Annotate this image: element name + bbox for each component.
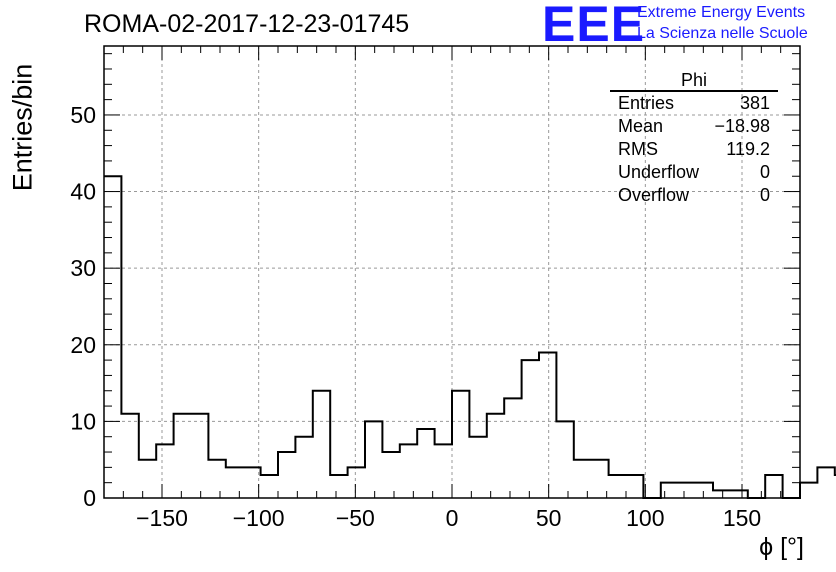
stats-label: Mean [618,116,664,136]
histogram-bin [730,490,747,498]
histogram-bin [626,475,643,498]
stats-title: Phi [610,70,778,92]
histogram-bin [591,460,608,498]
stats-label: Overflow [618,185,690,205]
y-tick-label: 40 [70,179,96,205]
histogram-bin [261,475,278,498]
stats-row-overflow: Overflow 0 [610,184,778,207]
y-tick-label: 10 [70,408,96,434]
histogram-bin [382,452,399,498]
histogram-bin [121,414,138,498]
histogram-bin [452,391,469,498]
histogram-bin [817,467,834,498]
histogram-bin [504,398,521,498]
histogram-bin [435,444,452,498]
y-tick-label: 50 [70,102,96,128]
histogram-bin [487,414,504,498]
histogram-bin [678,483,695,498]
stats-row-underflow: Underflow 0 [610,161,778,184]
histogram-bin [295,437,312,498]
stats-label: RMS [618,139,658,159]
x-tick-label: −50 [336,505,375,531]
histogram-bin [365,421,382,498]
x-tick-label: −150 [136,505,188,531]
histogram-bin [156,444,173,498]
logo-line-1: Extreme Energy Events [637,4,806,21]
stats-row-entries: Entries 381 [610,92,778,115]
histogram-bin [713,490,730,498]
stats-box: Phi Entries 381 Mean −18.98 RMS 119.2 Un… [610,70,778,207]
histogram-bars [104,175,836,499]
histogram-bin [330,475,347,498]
histogram-bin [556,421,573,498]
histogram-bin [661,483,678,498]
histogram-bin [174,414,191,498]
histogram-bin [139,460,156,498]
histogram-bin [104,176,121,498]
histogram-bin [574,460,591,498]
stats-value: 0 [759,185,770,205]
x-tick-label: 0 [446,505,459,531]
x-tick-label: 50 [536,505,562,531]
histogram-bin [191,414,208,498]
y-tick-label: 20 [70,332,96,358]
histogram-bin [278,452,295,498]
logo-line-2: La Scienza nelle Scuole [637,25,808,42]
histogram-bin [609,475,626,498]
stats-label: Entries [618,93,675,113]
y-tick-label: 0 [83,485,96,511]
x-tick-label: 100 [626,505,664,531]
histogram-bin [243,467,260,498]
histogram-bin [522,360,539,498]
stats-value: 119.2 [726,139,770,159]
histogram-bin [800,483,817,498]
x-axis-label: ϕ [°] [759,533,804,561]
eee-logo: EEE [542,0,646,52]
y-tick-label: 30 [70,255,96,281]
histogram-bin [696,483,713,498]
x-tick-label: −100 [233,505,285,531]
histogram-bin [765,475,782,498]
stats-value: −18.98 [714,116,770,136]
stats-row-mean: Mean −18.98 [610,115,778,138]
histogram-bin [348,467,365,498]
histogram-bin [539,352,556,498]
chart-title: ROMA-02-2017-12-23-01745 [84,10,410,38]
stats-value: 0 [759,162,770,182]
x-tick-label: 150 [723,505,761,531]
histogram-bin [208,460,225,498]
axes: −150 −100 −50 0 50 100 150 0 10 20 30 40 50 [70,45,801,531]
stats-row-rms: RMS 119.2 [610,138,778,161]
histogram-bin [400,444,417,498]
histogram-bin [469,437,486,498]
stats-label: Underflow [618,162,700,182]
histogram-bin [226,467,243,498]
histogram-bin [417,429,434,498]
histogram-bin [313,391,330,498]
stats-value: 381 [739,93,770,113]
histogram-outline [104,175,836,499]
